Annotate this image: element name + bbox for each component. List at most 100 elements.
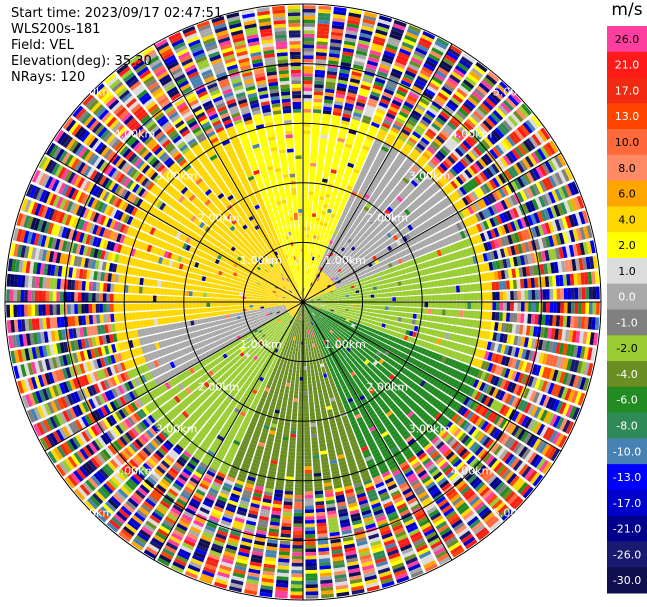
ray-gate <box>328 260 333 265</box>
ray-gate <box>322 178 328 183</box>
ray-gate <box>460 56 474 67</box>
ray-gate <box>311 213 317 218</box>
ray-gate <box>353 184 361 190</box>
ray-gate <box>464 76 477 87</box>
ray-gate <box>311 440 318 445</box>
ray-gate <box>387 310 392 316</box>
ray-gate <box>317 278 321 283</box>
ray-gate <box>334 296 339 299</box>
ray-gate <box>316 41 328 46</box>
ray-gate <box>467 135 477 145</box>
ray-gate <box>310 249 314 253</box>
ray-gate <box>396 215 403 223</box>
ray-gate <box>312 383 317 388</box>
ray-gate <box>391 287 396 292</box>
ray-gate <box>355 181 362 187</box>
ray-gate <box>423 314 428 321</box>
ray-gate <box>463 302 468 310</box>
ray-gate <box>381 297 386 302</box>
ray-gate <box>556 302 561 314</box>
ray-gate <box>448 99 459 109</box>
ray-gate <box>361 168 369 174</box>
ray-gate <box>353 254 359 259</box>
ray-gate <box>402 312 407 318</box>
ray-gate <box>362 232 369 239</box>
ray-gate <box>398 213 406 221</box>
ray-gate <box>505 97 517 109</box>
ray-gate <box>311 437 318 442</box>
ray-gate <box>345 297 350 300</box>
ray-gate <box>397 51 410 60</box>
ray-gate <box>370 224 376 231</box>
ray-gate <box>401 211 408 218</box>
ray-gate <box>470 148 480 159</box>
ray-gate <box>311 127 320 132</box>
ray-gate <box>424 178 433 186</box>
ray-gate <box>326 238 331 243</box>
ray-gate <box>308 294 312 298</box>
ray-gate <box>389 129 398 137</box>
ray-gate <box>397 134 407 143</box>
ray-gate <box>338 245 343 250</box>
ray-gate <box>303 151 310 156</box>
ray-gate <box>303 384 308 388</box>
ray-gate <box>304 284 306 288</box>
ray-gate <box>333 6 347 12</box>
ray-gate <box>328 179 335 185</box>
ray-gate <box>480 79 493 91</box>
ray-gate <box>464 137 475 148</box>
ray-gate <box>373 309 378 314</box>
ray-gate <box>304 459 312 463</box>
ray-gate <box>460 82 473 92</box>
ray-gate <box>381 201 389 209</box>
ray-gate <box>363 206 370 212</box>
ray-gate <box>344 265 349 271</box>
ray-gate <box>408 91 420 100</box>
ray-gate <box>359 229 365 235</box>
ray-gate <box>570 302 575 314</box>
ray-gate <box>314 264 317 269</box>
ray-gate <box>324 303 328 305</box>
ray-gate <box>502 280 507 290</box>
ray-gate <box>361 314 366 319</box>
ray-gate <box>358 249 364 255</box>
ray-gate <box>314 227 318 232</box>
ray-gate <box>308 336 312 341</box>
ray-gate <box>312 123 321 128</box>
ray-gate <box>341 222 347 228</box>
ray-gate <box>386 170 395 177</box>
ray-gate <box>312 264 315 268</box>
ray-gate <box>314 285 318 289</box>
ray-gate <box>452 309 457 317</box>
ray-gate <box>395 296 400 302</box>
ray-gate <box>303 76 313 81</box>
ray-gate <box>351 203 358 209</box>
ray-gate <box>309 362 314 366</box>
ray-gate <box>386 216 393 223</box>
ray-gate <box>336 272 341 277</box>
ray-gate <box>442 302 447 309</box>
ray-gate <box>357 232 363 238</box>
ray-gate <box>364 177 372 184</box>
ray-gate <box>328 279 332 283</box>
ray-gate <box>313 390 318 395</box>
ray-gate <box>494 86 506 98</box>
ray-gate <box>553 302 557 313</box>
ray-gate <box>327 67 338 73</box>
ray-gate <box>408 284 414 290</box>
ray-gate <box>517 290 522 300</box>
ray-gate <box>350 285 355 289</box>
ray-gate <box>316 288 321 292</box>
ray-gate <box>422 91 434 100</box>
ray-gate <box>473 310 478 319</box>
ray-gate <box>381 306 386 310</box>
ray-gate <box>406 195 414 203</box>
ray-gate <box>309 256 313 260</box>
ray-gate <box>315 497 324 502</box>
ray-gate <box>500 102 512 114</box>
ray-gate <box>420 302 425 308</box>
ray-gate <box>478 82 491 93</box>
ray-gate <box>303 137 311 142</box>
ray-gate <box>320 251 325 257</box>
